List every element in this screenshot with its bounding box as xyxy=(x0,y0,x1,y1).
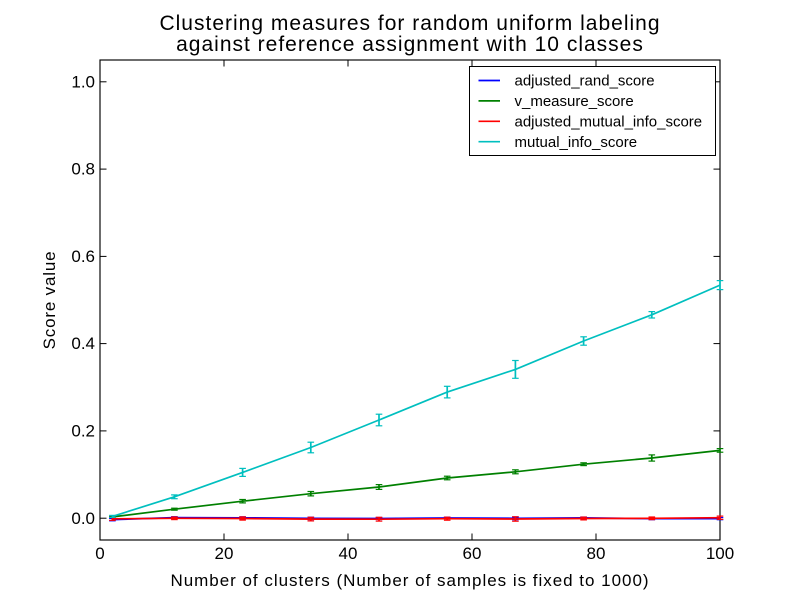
svg-text:0.2: 0.2 xyxy=(71,422,95,441)
svg-text:Score value: Score value xyxy=(40,251,59,350)
svg-text:Number of clusters (Number of: Number of clusters (Number of samples is… xyxy=(170,571,649,590)
svg-text:adjusted_rand_score: adjusted_rand_score xyxy=(515,73,655,90)
svg-text:0.6: 0.6 xyxy=(71,247,95,266)
svg-text:0.8: 0.8 xyxy=(71,160,95,179)
svg-text:80: 80 xyxy=(587,544,606,563)
svg-text:0: 0 xyxy=(95,544,104,563)
svg-text:v_measure_score: v_measure_score xyxy=(515,93,634,110)
svg-text:60: 60 xyxy=(463,544,482,563)
svg-text:against reference assignment w: against reference assignment with 10 cla… xyxy=(176,33,644,56)
svg-text:20: 20 xyxy=(215,544,234,563)
svg-text:mutual_info_score: mutual_info_score xyxy=(515,134,638,151)
svg-text:0.0: 0.0 xyxy=(71,509,95,528)
svg-text:40: 40 xyxy=(339,544,358,563)
svg-text:Clustering measures for random: Clustering measures for random uniform l… xyxy=(159,12,660,35)
svg-text:adjusted_mutual_info_score: adjusted_mutual_info_score xyxy=(515,114,703,131)
svg-text:0.4: 0.4 xyxy=(71,334,95,353)
svg-text:1.0: 1.0 xyxy=(71,72,95,91)
svg-text:100: 100 xyxy=(706,544,734,563)
